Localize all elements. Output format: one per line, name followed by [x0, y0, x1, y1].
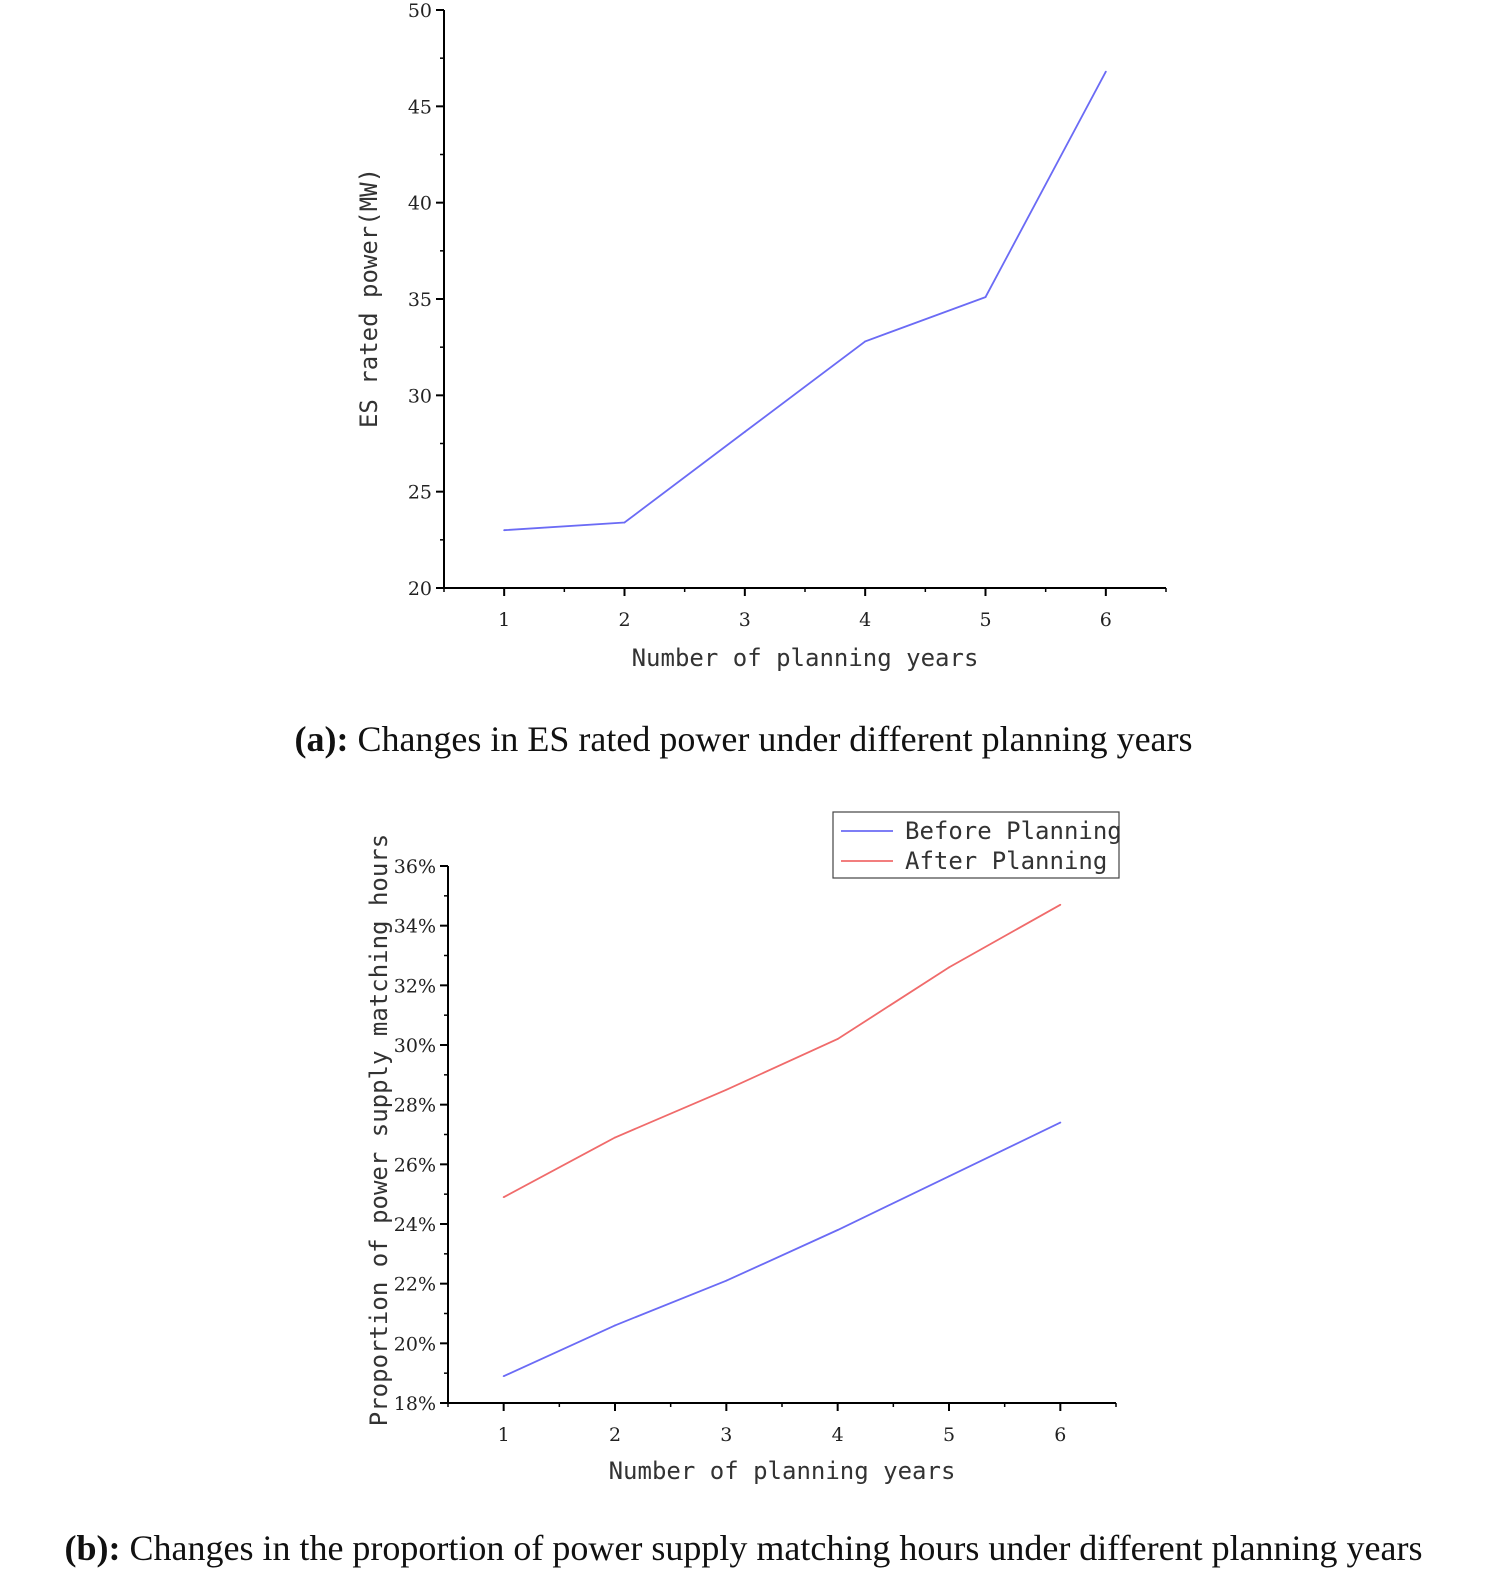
y-tick-label: 32%	[394, 975, 436, 997]
x-tick-label: 5	[979, 609, 991, 631]
data-point	[984, 296, 987, 298]
data-point	[836, 1038, 839, 1040]
series-line-after-planning	[503, 904, 1061, 1198]
series-line-es-rated-power	[504, 71, 1107, 532]
y-tick-label: 20%	[394, 1333, 436, 1355]
x-tick-label: 2	[609, 1424, 621, 1446]
x-tick-label: 4	[832, 1424, 844, 1446]
x-axis-label: Number of planning years	[632, 644, 979, 672]
data-point	[1104, 70, 1107, 73]
y-tick-label: 30%	[394, 1035, 436, 1057]
x-tick-label: 3	[720, 1424, 732, 1446]
y-tick-label: 20	[408, 578, 432, 600]
chart-b-power-supply-matching: 18% 20% 22% 24% 26% 28% 30% 32% 34% 36% 1 2 3 4 5 6 Numb…	[365, 811, 1122, 1485]
x-tick-label: 6	[1100, 609, 1112, 631]
caption-a: (a): Changes in ES rated power under dif…	[0, 718, 1487, 760]
y-tick-label: 50	[408, 0, 432, 22]
x-tick-label: 4	[859, 609, 871, 631]
data-point	[725, 1279, 728, 1282]
data-point	[614, 1136, 616, 1139]
caption-b: (b): Changes in the proportion of power …	[0, 1527, 1487, 1569]
legend-label: Before Planning	[905, 817, 1122, 845]
y-tick-label: 22%	[394, 1274, 436, 1296]
y-tick-label: 30	[408, 385, 432, 407]
y-tick-label: 25	[408, 482, 432, 504]
y-tick-label: 34%	[394, 916, 436, 938]
legend-label: After Planning	[905, 847, 1107, 875]
caption-b-prefix: (b):	[64, 1528, 121, 1568]
x-tick-label: 6	[1054, 1424, 1066, 1446]
y-tick-label: 45	[408, 96, 432, 118]
x-tick-label: 5	[943, 1424, 955, 1446]
data-point	[614, 1324, 616, 1327]
y-tick-label: 24%	[394, 1214, 436, 1236]
y-tick-label: 28%	[394, 1095, 436, 1117]
y-tick-label: 36%	[394, 856, 436, 878]
data-point	[502, 1375, 505, 1378]
data-point	[743, 431, 746, 433]
caption-b-text: Changes in the proportion of power suppl…	[120, 1528, 1423, 1568]
y-axis-label: ES rated power(MW)	[355, 168, 383, 428]
data-point	[864, 340, 867, 343]
caption-a-prefix: (a):	[294, 719, 349, 759]
y-tick-label: 40	[408, 193, 432, 215]
data-point	[502, 1196, 505, 1199]
x-tick-label: 1	[498, 609, 510, 631]
data-point	[948, 966, 950, 969]
legend-box	[832, 811, 1120, 879]
x-tick-label: 3	[739, 609, 751, 631]
caption-a-text: Changes in ES rated power under differen…	[348, 719, 1193, 759]
y-tick-label: 35	[408, 289, 432, 311]
y-axis-label: Proportion of power supply matching hour…	[365, 834, 393, 1426]
x-axis-label: Number of planning years	[609, 1457, 956, 1485]
data-point	[1059, 903, 1062, 906]
data-point	[1059, 1121, 1062, 1124]
x-tick-label: 2	[618, 609, 630, 631]
data-point	[503, 529, 506, 532]
data-point	[836, 1229, 839, 1231]
series-line-before-planning	[503, 1121, 1061, 1378]
x-tick-label: 1	[498, 1424, 510, 1446]
data-point	[725, 1088, 728, 1091]
data-point	[948, 1175, 950, 1178]
y-tick-label: 26%	[394, 1154, 436, 1176]
data-point	[623, 521, 626, 524]
y-tick-label: 18%	[394, 1393, 436, 1415]
